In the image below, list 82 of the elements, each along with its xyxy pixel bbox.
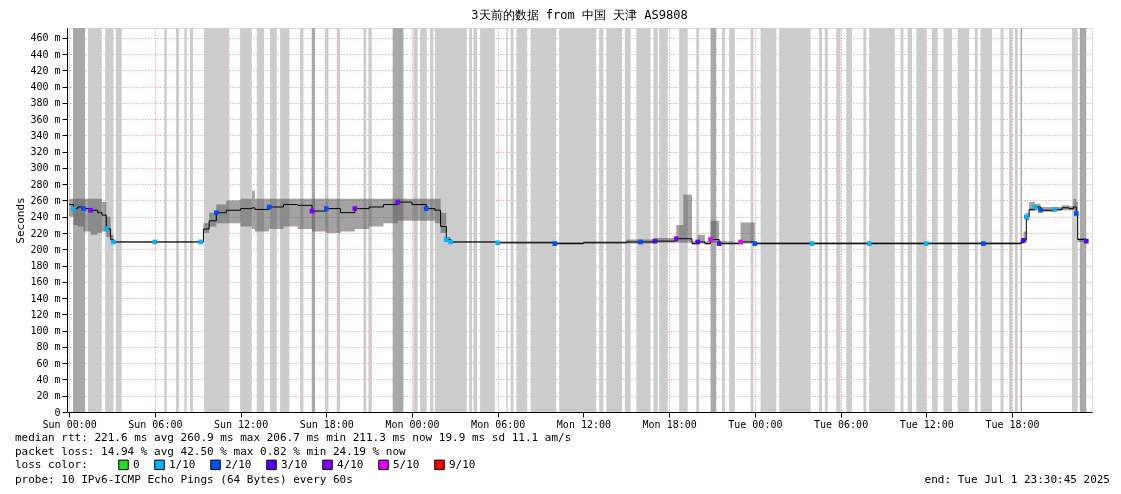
y-tick-label: 20 m	[36, 390, 61, 402]
point	[809, 241, 815, 246]
point	[923, 241, 929, 246]
y-tick-label: 40 m	[36, 373, 61, 385]
y-tick-label: 360 m	[30, 113, 61, 125]
point	[1038, 207, 1043, 213]
y-tick-label: 120 m	[30, 308, 61, 320]
legend-label: 4/10	[337, 457, 364, 471]
point	[1023, 214, 1029, 220]
y-tick-label: 460 m	[30, 32, 61, 44]
point	[103, 226, 109, 232]
point	[552, 241, 558, 246]
point	[213, 210, 219, 216]
y-tick-label: 80 m	[36, 341, 61, 353]
legend-label: 9/10	[449, 457, 476, 471]
x-tick-label: Mon 18:00	[642, 418, 697, 430]
y-tick-label: 100 m	[30, 325, 61, 337]
y-tick-label: 60 m	[36, 357, 61, 369]
point	[423, 206, 429, 211]
text: median rtt: 221.6 ms avg 260.9 ms max 206.7 ms min 211.3 ms now 19.9 ms sd 11.1 am/s	[15, 431, 572, 444]
legend-label: 0	[133, 457, 140, 471]
legend-label: 3/10	[281, 457, 308, 471]
point	[71, 206, 76, 211]
y-tick-label: 320 m	[30, 146, 61, 158]
point	[738, 239, 743, 245]
y-tick-label: 260 m	[30, 194, 61, 206]
x-tick-label: Mon 00:00	[385, 418, 440, 430]
point	[1083, 238, 1089, 244]
y-tick-label: 220 m	[30, 227, 61, 239]
point	[443, 237, 449, 242]
y-tick-label: 400 m	[30, 81, 61, 93]
point	[448, 239, 453, 245]
y-tick-label: 300 m	[30, 162, 61, 174]
x-tick-label: Tue 12:00	[899, 418, 954, 430]
x-tick-label: Sun 00:00	[42, 418, 97, 430]
point	[88, 207, 93, 213]
y-tick-label: 200 m	[30, 243, 61, 255]
point	[395, 199, 401, 205]
x-tick-label: Tue 06:00	[813, 418, 869, 430]
point	[695, 239, 701, 245]
y-tick-label: 140 m	[30, 292, 61, 304]
point	[716, 241, 722, 246]
point	[866, 241, 872, 246]
text: probe: 10 IPv6-ICMP Echo Pings (64 Bytes) every 60s	[15, 473, 353, 486]
point	[708, 237, 713, 242]
x-tick-label: Mon 06:00	[471, 418, 526, 430]
legend-title: loss color:	[15, 458, 88, 471]
point	[673, 236, 679, 242]
chart-title: 3天前的数据 from 中国 天津 AS9808	[471, 8, 688, 22]
x-tick-label: Tue 00:00	[728, 418, 783, 430]
point	[198, 239, 203, 245]
legend-label: 1/10	[169, 457, 196, 471]
legend-label: 5/10	[393, 457, 420, 471]
point	[111, 239, 116, 245]
x-tick-label: Tue 18:00	[985, 418, 1040, 430]
x-tick-label: Sun 18:00	[299, 418, 354, 430]
point	[352, 206, 358, 211]
text: packet loss: 14.94 % avg 42.50 % max 0.82 % min 24.19 % now	[15, 445, 407, 458]
y-tick-label: 420 m	[30, 64, 61, 76]
point	[638, 239, 643, 245]
point	[495, 240, 501, 246]
y-tick-label: 440 m	[30, 48, 61, 60]
point	[323, 206, 329, 211]
x-tick-label: Sun 06:00	[128, 418, 183, 430]
y-tick-label: 240 m	[30, 211, 61, 223]
y-tick-label: 180 m	[30, 260, 61, 272]
y-tick-label: 380 m	[30, 97, 61, 109]
y-tick-label: 0	[54, 406, 61, 418]
point	[1021, 237, 1026, 243]
x-tick-label: Sun 12:00	[213, 418, 269, 430]
x-tick-label: Mon 12:00	[556, 418, 612, 430]
point	[81, 206, 86, 211]
point	[1052, 207, 1058, 212]
point	[752, 241, 758, 246]
point	[981, 241, 986, 246]
y-tick-label: 280 m	[30, 178, 61, 190]
y-axis-title: Seconds	[14, 197, 28, 244]
point	[1073, 211, 1079, 216]
y-tick-label: 160 m	[30, 276, 61, 288]
legend-label: 2/10	[225, 457, 252, 471]
text: end: Tue Jul 1 23:30:45 2025	[924, 473, 1110, 486]
y-tick-label: 340 m	[30, 129, 61, 141]
